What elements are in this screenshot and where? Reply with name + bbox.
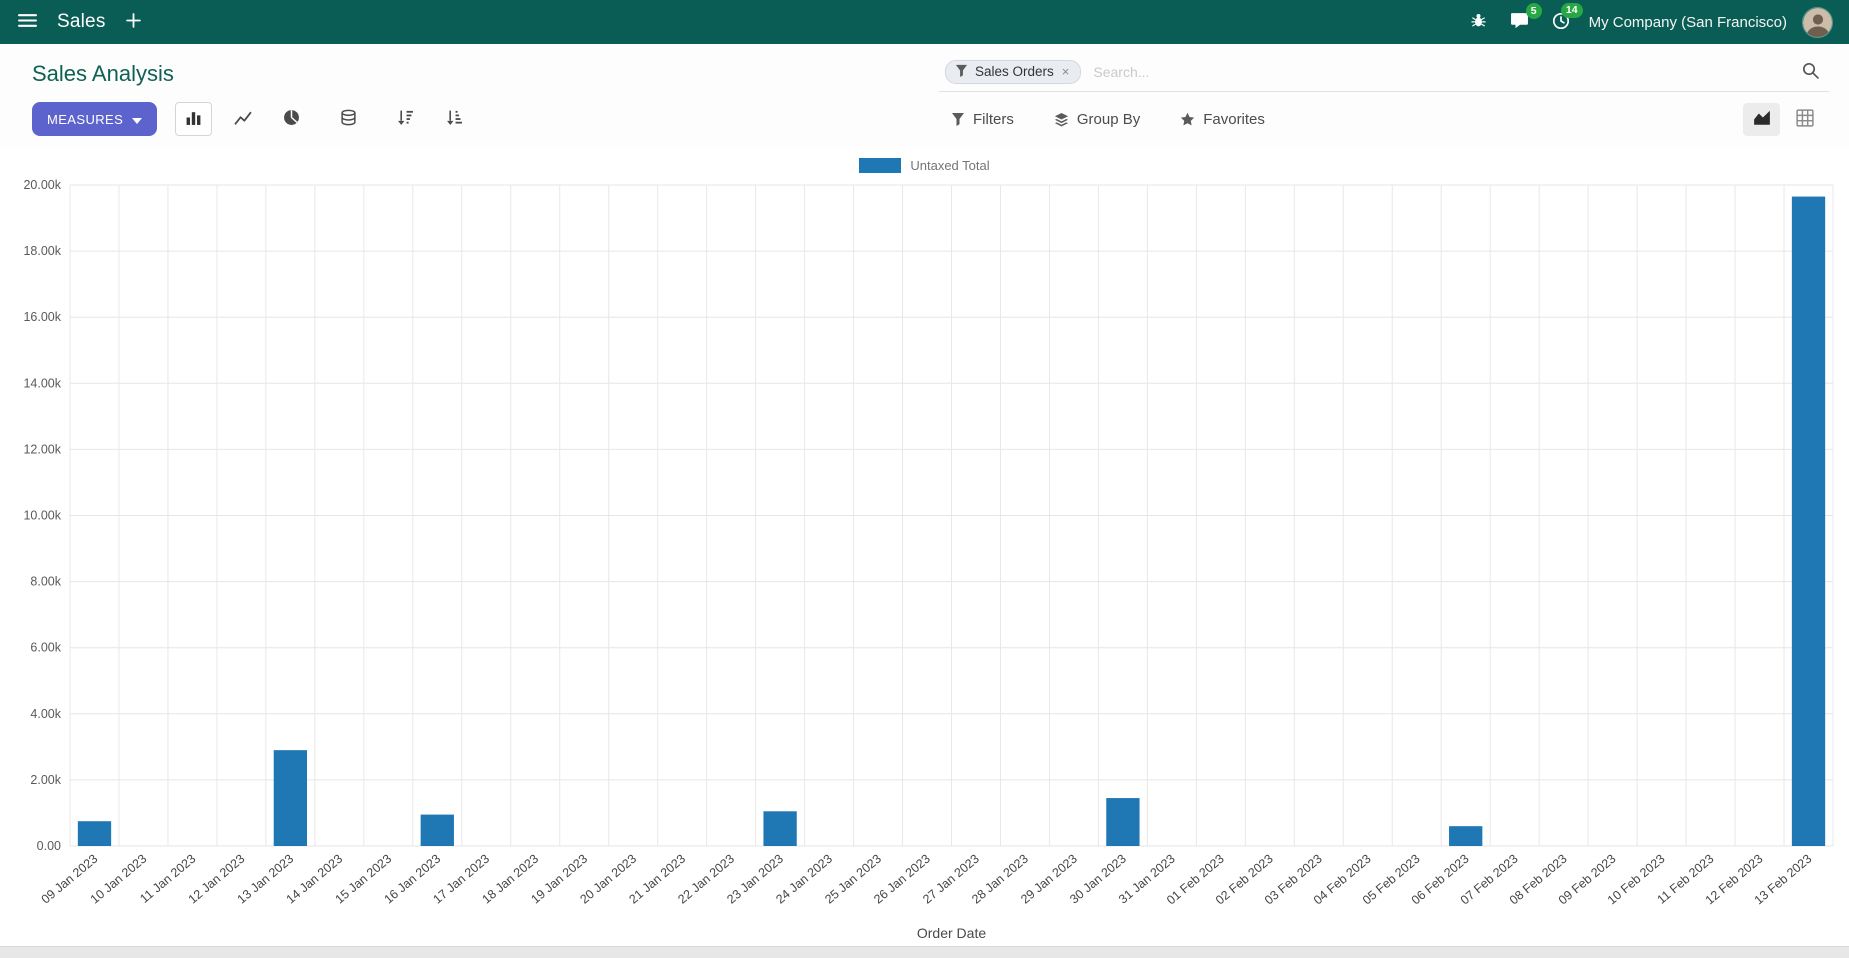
bar-13-Feb-2023[interactable]	[1791, 196, 1826, 846]
chat-bubble-icon	[1510, 12, 1529, 32]
bar-13-Jan-2023[interactable]	[273, 750, 308, 846]
stacked-toggle-button[interactable]	[330, 102, 367, 136]
area-chart-icon	[1753, 109, 1771, 130]
search-facet-label: Sales Orders	[975, 64, 1054, 79]
stacked-database-icon	[340, 109, 357, 129]
line-chart-button[interactable]	[224, 102, 261, 136]
filter-funnel-icon	[955, 64, 968, 80]
svg-text:16.00k: 16.00k	[23, 310, 61, 324]
clock-icon	[1552, 12, 1570, 33]
horizontal-scrollbar[interactable]	[0, 946, 1849, 958]
search-bar: Sales Orders ×	[939, 56, 1829, 92]
pie-chart-icon	[283, 109, 300, 129]
group-by-label: Group By	[1076, 110, 1141, 128]
search-facet-sales-orders[interactable]: Sales Orders ×	[945, 59, 1082, 84]
debug-button[interactable]	[1466, 8, 1491, 36]
graph-view-button[interactable]	[1743, 102, 1780, 136]
svg-text:10.00k: 10.00k	[23, 509, 61, 523]
graph-type-switcher	[175, 102, 473, 136]
search-input[interactable]	[1091, 62, 1788, 81]
hamburger-icon	[18, 13, 37, 31]
pivot-view-button[interactable]	[1786, 103, 1823, 136]
activities-button[interactable]: 14	[1548, 2, 1583, 37]
svg-text:4.00k: 4.00k	[30, 707, 61, 721]
user-avatar[interactable]	[1802, 6, 1833, 38]
svg-text:6.00k: 6.00k	[30, 641, 61, 655]
measures-button[interactable]: MEASURES	[32, 102, 158, 136]
legend-swatch[interactable]	[859, 158, 902, 173]
group-by-button[interactable]: Group By	[1048, 110, 1146, 129]
graph-view: Untaxed Total 0.00 2.00k 4.00k 6.00k 8.00k 10…	[0, 148, 1849, 946]
favorites-label: Favorites	[1203, 110, 1265, 128]
magnifier-icon	[1802, 62, 1819, 82]
svg-text:18.00k: 18.00k	[23, 244, 61, 258]
measures-label: MEASURES	[47, 111, 124, 127]
line-chart-icon	[234, 110, 252, 129]
svg-text:20.00k: 20.00k	[23, 178, 61, 192]
filters-funnel-icon	[951, 112, 965, 126]
pivot-table-icon	[1795, 108, 1814, 130]
bug-icon	[1470, 12, 1487, 32]
sales-analysis-bar-chart: 0.00 2.00k 4.00k 6.00k 8.00k 10.00k 12.00k 14.0…	[23, 178, 1834, 941]
svg-text:14.00k: 14.00k	[23, 376, 61, 390]
messages-badge: 5	[1525, 3, 1542, 19]
sort-ascending-icon	[446, 109, 463, 129]
svg-text:Order Date: Order Date	[917, 925, 986, 941]
bar-23-Jan-2023[interactable]	[763, 811, 797, 846]
sort-descending-icon	[397, 109, 414, 129]
sort-descending-button[interactable]	[387, 102, 424, 136]
page-title: Sales Analysis	[32, 61, 174, 86]
chart-legend[interactable]: Untaxed Total	[0, 148, 1849, 175]
control-panel: Sales Analysis Sales Orders ×	[0, 44, 1849, 148]
sort-ascending-button[interactable]	[436, 102, 473, 136]
legend-label[interactable]: Untaxed Total	[910, 158, 990, 173]
activities-badge: 14	[1560, 2, 1583, 18]
filters-label: Filters	[973, 110, 1014, 128]
view-switcher	[1743, 102, 1823, 136]
star-icon	[1180, 112, 1195, 127]
svg-text:8.00k: 8.00k	[30, 575, 61, 589]
bar-chart-button[interactable]	[175, 102, 213, 136]
search-options-row: Filters Group By Favorites	[939, 102, 1829, 136]
toolbar-row: MEASURES	[32, 102, 1829, 136]
facet-remove-button[interactable]: ×	[1061, 64, 1070, 79]
filters-button[interactable]: Filters	[945, 110, 1020, 129]
pie-chart-button[interactable]	[273, 102, 310, 136]
breadcrumb-row: Sales Analysis Sales Orders ×	[32, 56, 1829, 92]
app-name[interactable]: Sales	[57, 11, 106, 32]
search-submit-button[interactable]	[1798, 58, 1823, 86]
svg-text:12.00k: 12.00k	[23, 442, 61, 456]
top-navbar: Sales 5	[0, 0, 1849, 44]
favorites-button[interactable]: Favorites	[1174, 110, 1271, 129]
apps-menu-button[interactable]	[14, 9, 41, 35]
svg-text:0.00: 0.00	[37, 839, 61, 853]
company-switcher[interactable]: My Company (San Francisco)	[1588, 13, 1787, 31]
chevron-down-icon	[132, 112, 143, 127]
bar-30-Jan-2023[interactable]	[1106, 798, 1140, 846]
new-window-plus-button[interactable]	[122, 9, 145, 35]
svg-text:2.00k: 2.00k	[30, 773, 61, 787]
bar-09-Jan-2023[interactable]	[77, 821, 112, 846]
bar-chart-icon	[185, 109, 202, 129]
messages-button[interactable]: 5	[1506, 3, 1542, 36]
chart-area: 0.00 2.00k 4.00k 6.00k 8.00k 10.00k 12.00k 14.0…	[0, 175, 1849, 946]
bar-16-Jan-2023[interactable]	[420, 814, 454, 846]
layers-icon	[1054, 112, 1069, 127]
bar-06-Feb-2023[interactable]	[1449, 826, 1483, 846]
navbar-right: 5 14 My Company (San Francisco)	[1466, 2, 1833, 38]
navbar-left: Sales	[14, 9, 145, 35]
plus-icon	[125, 13, 141, 31]
